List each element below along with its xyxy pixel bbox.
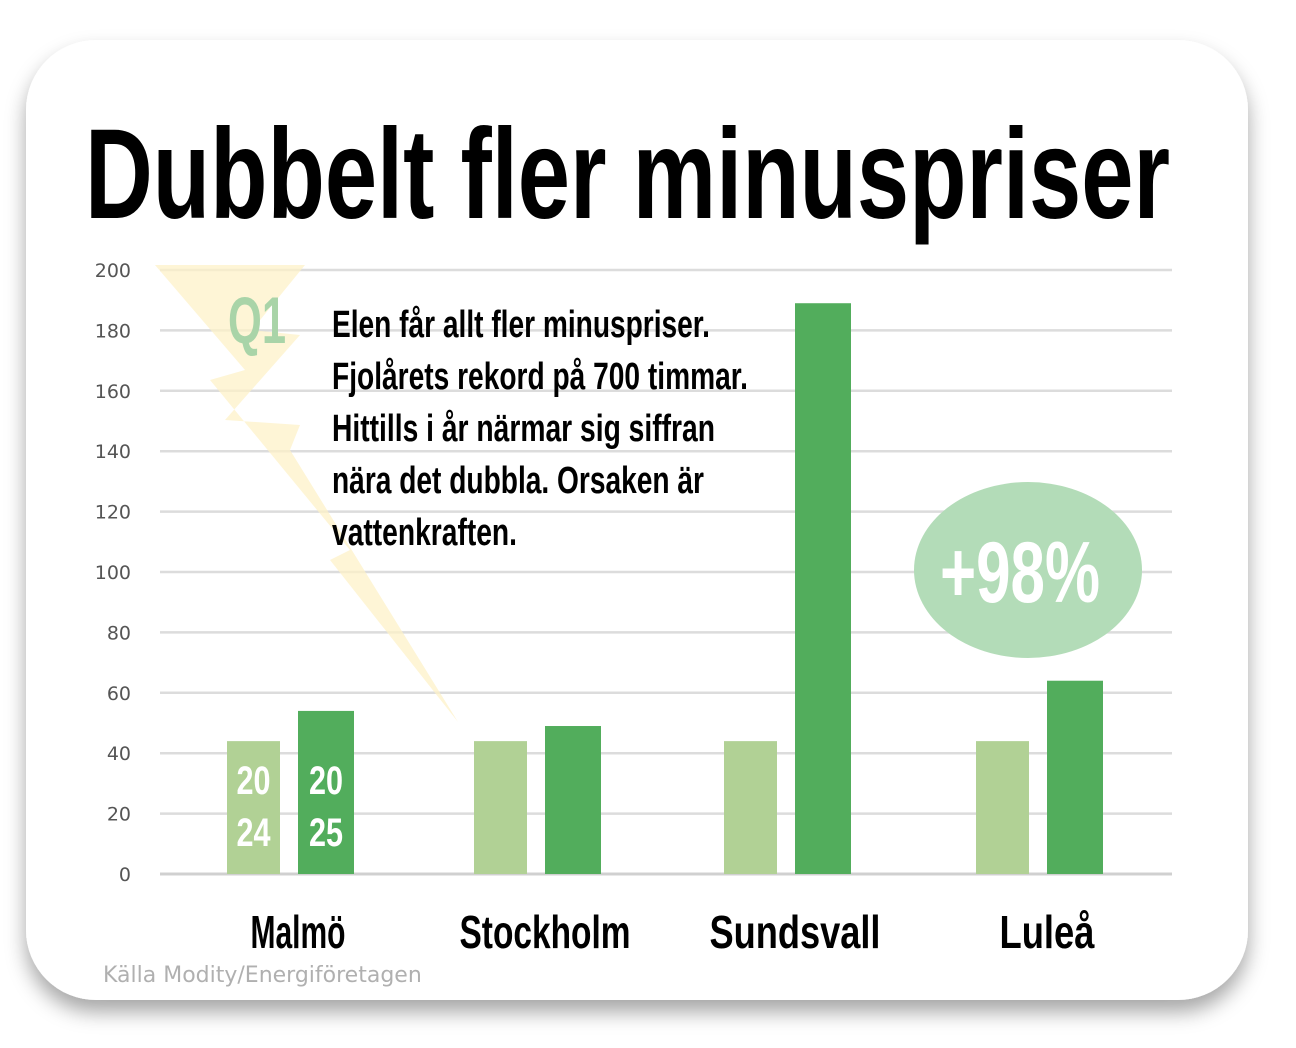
annotation-text: Elen får allt fler minuspriser. Fjolårets… <box>332 304 748 554</box>
y-tick-label: 160 <box>95 381 131 403</box>
bar-2025-Stockholm <box>545 726 601 874</box>
y-axis: 0 20 40 60 80 100 120 140 160 180 200 <box>95 260 131 886</box>
y-tick-label: 40 <box>107 743 131 765</box>
annotation-line: Elen får allt fler minuspriser. <box>332 304 710 346</box>
y-tick-label: 20 <box>107 804 131 826</box>
annotation-line: Hittills i år närmar sig siffran <box>332 408 715 450</box>
y-tick-label: 180 <box>95 320 131 342</box>
annotation-line: vattenkraften. <box>332 512 517 554</box>
series-label-2024: 24 <box>237 811 272 855</box>
annotation-line: Fjolårets rekord på 700 timmar. <box>332 356 748 398</box>
series-label-2025: 20 <box>309 759 343 803</box>
percent-badge <box>914 482 1142 658</box>
x-tick-label: Luleå <box>1000 906 1095 958</box>
x-axis: Malmö Stockholm Sundsvall Luleå <box>251 906 1095 958</box>
bar-2025-Malmö <box>298 710 354 874</box>
annotation-line: nära det dubbla. Orsaken är <box>332 460 704 502</box>
bar-2024-Luleå <box>976 741 1029 874</box>
bar-2024-Malmö <box>227 741 280 874</box>
y-tick-label: 200 <box>95 260 131 282</box>
y-tick-label: 140 <box>95 441 131 463</box>
x-tick-label: Sundsvall <box>710 906 881 958</box>
source-label: Källa Modity/Energiföretagen <box>103 963 422 988</box>
quarter-label: Q1 <box>228 283 286 357</box>
bar-2025-Luleå <box>1047 680 1103 874</box>
y-tick-label: 0 <box>119 864 131 886</box>
x-tick-label: Stockholm <box>460 906 631 958</box>
bar-2024-Sundsvall <box>724 741 777 874</box>
series-label-2025: 25 <box>309 811 343 855</box>
y-tick-label: 60 <box>107 683 131 705</box>
percent-badge-label: +98% <box>940 525 1100 621</box>
y-tick-label: 120 <box>95 502 131 524</box>
x-tick-label: Malmö <box>251 906 346 958</box>
lightning-bolt-decoration <box>155 265 458 722</box>
bar-2025-Sundsvall <box>795 303 851 875</box>
chart-title: Dubbelt fler minuspriser <box>85 103 1170 246</box>
series-label-2024: 20 <box>237 759 271 803</box>
y-tick-label: 100 <box>95 562 131 584</box>
y-tick-label: 80 <box>107 622 131 644</box>
bar-2024-Stockholm <box>474 741 527 874</box>
bars: 20 24 20 25 <box>227 303 1103 875</box>
